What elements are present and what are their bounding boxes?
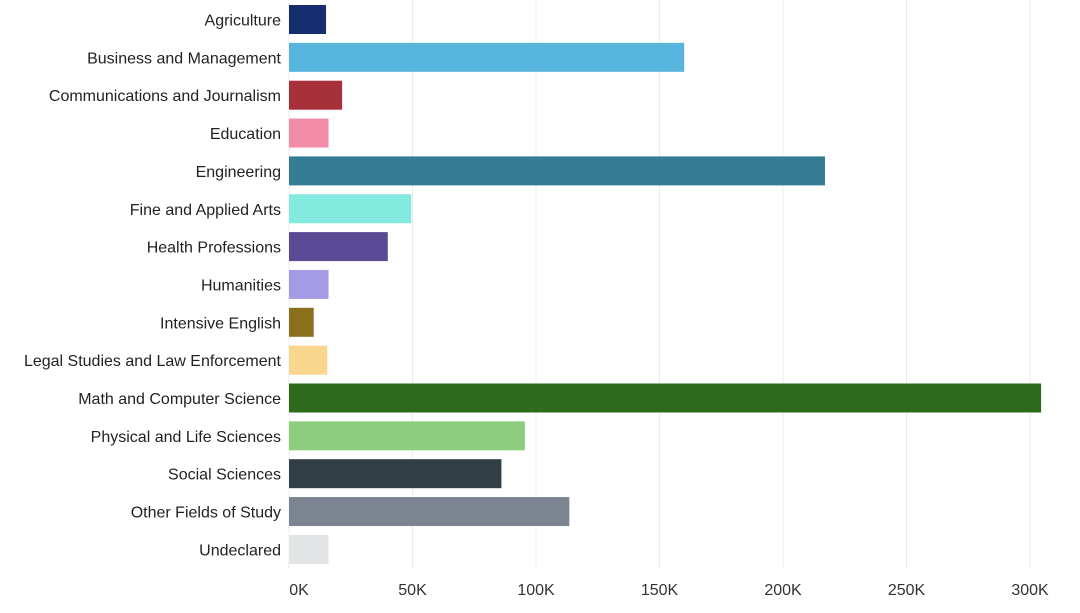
bar-intensive-english[interactable] [289, 307, 314, 337]
category-label-layer: Agriculture Business and Management Commun… [24, 13, 282, 560]
bar-legal-studies-and-law-enforcement[interactable] [289, 345, 328, 375]
category-label-business-and-management: Business and Management [87, 50, 281, 67]
bar-undeclared[interactable] [289, 534, 329, 564]
x-tick-label: 0K [289, 582, 309, 599]
bar-humanities[interactable] [289, 269, 329, 299]
bar-health-professions[interactable] [289, 232, 388, 262]
category-label-communications-and-journalism: Communications and Journalism [49, 88, 281, 105]
category-label-physical-and-life-sciences: Physical and Life Sciences [91, 429, 281, 446]
x-axis-tick-layer: 0K 50K 100K 150K 200K 250K 300K [289, 582, 1049, 599]
category-label-education: Education [210, 126, 281, 143]
category-label-other-fields-of-study: Other Fields of Study [131, 505, 281, 522]
bar-layer [289, 5, 1042, 564]
category-label-fine-and-applied-arts: Fine and Applied Arts [130, 202, 281, 219]
category-label-social-sciences: Social Sciences [168, 467, 281, 484]
bar-math-and-computer-science[interactable] [289, 383, 1042, 413]
category-label-math-and-computer-science: Math and Computer Science [78, 391, 281, 408]
x-tick-label: 200K [764, 582, 802, 599]
x-tick-label: 300K [1011, 582, 1049, 599]
x-tick-label: 50K [398, 582, 427, 599]
bar-social-sciences[interactable] [289, 459, 502, 489]
bar-fine-and-applied-arts[interactable] [289, 194, 412, 224]
category-label-engineering: Engineering [196, 164, 281, 181]
x-tick-label: 150K [641, 582, 679, 599]
grid-layer [288, 0, 1031, 568]
bar-engineering[interactable] [289, 156, 825, 186]
bar-business-and-management[interactable] [289, 42, 685, 72]
x-tick-label: 100K [517, 582, 555, 599]
bar-other-fields-of-study[interactable] [289, 497, 570, 527]
bar-physical-and-life-sciences[interactable] [289, 421, 525, 451]
x-tick-label: 250K [888, 582, 926, 599]
bar-education[interactable] [289, 118, 329, 148]
bar-agriculture[interactable] [289, 5, 327, 34]
category-label-agriculture: Agriculture [205, 13, 282, 30]
category-label-health-professions: Health Professions [147, 240, 281, 257]
category-label-intensive-english: Intensive English [160, 315, 281, 332]
bar-communications-and-journalism[interactable] [289, 80, 343, 110]
category-label-humanities: Humanities [201, 277, 281, 294]
category-label-legal-studies-and-law-enforcement: Legal Studies and Law Enforcement [24, 353, 282, 370]
category-label-undeclared: Undeclared [199, 542, 281, 559]
